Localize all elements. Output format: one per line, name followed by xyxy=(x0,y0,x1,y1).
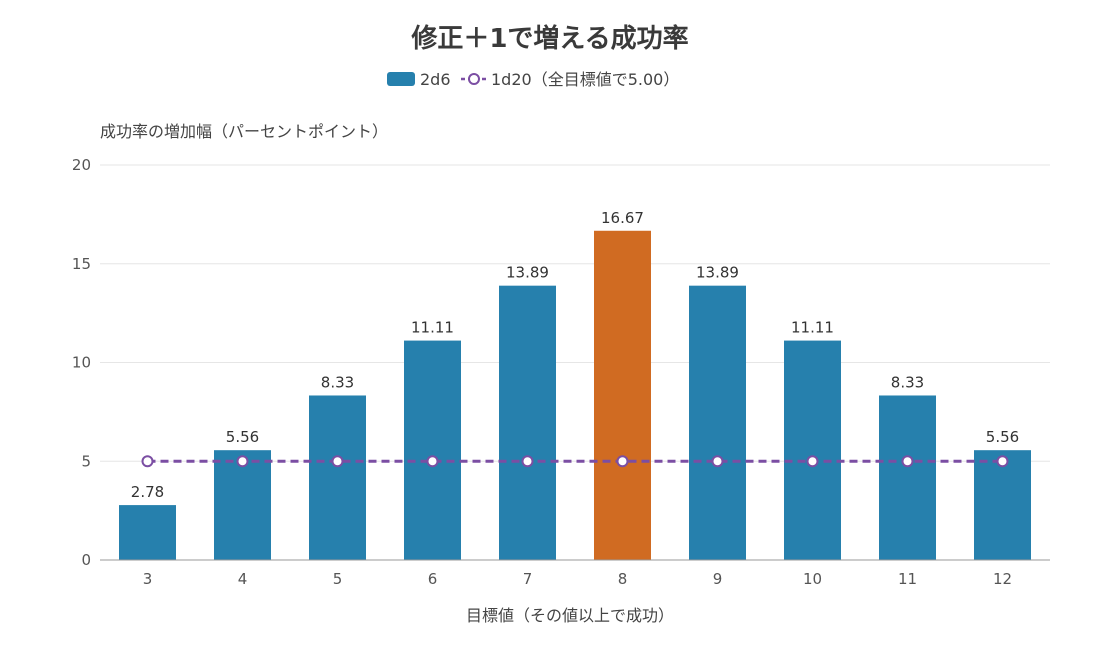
bar-9 xyxy=(689,285,746,560)
data-label-3: 2.78 xyxy=(131,483,164,501)
data-label-8: 16.67 xyxy=(601,209,644,227)
legend-label-2d6: 2d6 xyxy=(420,70,451,89)
bars xyxy=(119,230,1031,560)
legend-swatch-2d6 xyxy=(387,72,415,86)
y-tick-label-15: 15 xyxy=(72,255,91,273)
data-label-11: 8.33 xyxy=(891,373,924,391)
y-tick-label-5: 5 xyxy=(81,452,91,470)
bar-10 xyxy=(784,340,841,560)
bar-11 xyxy=(879,395,936,560)
x-tick-label-8: 8 xyxy=(618,570,628,588)
bar-5 xyxy=(309,395,366,560)
point-1d20-7 xyxy=(521,455,534,468)
y-axis-title: 成功率の増加幅（パーセントポイント） xyxy=(100,122,388,141)
bar-12 xyxy=(974,450,1031,560)
bar-4 xyxy=(214,450,271,560)
x-tick-label-11: 11 xyxy=(898,570,917,588)
data-label-10: 11.11 xyxy=(791,319,834,337)
data-label-5: 8.33 xyxy=(321,373,354,391)
data-label-6: 11.11 xyxy=(411,319,454,337)
legend-marker-1d20 xyxy=(468,73,480,85)
legend: 2d6 1d20（全目標値で5.00） xyxy=(387,70,679,89)
x-tick-label-7: 7 xyxy=(523,570,533,588)
x-tick-label-3: 3 xyxy=(143,570,153,588)
x-tick-label-5: 5 xyxy=(333,570,343,588)
x-tick-label-6: 6 xyxy=(428,570,438,588)
bar-6 xyxy=(404,340,461,560)
x-axis-title: 目標値（その値以上で成功） xyxy=(466,606,674,625)
point-1d20-9 xyxy=(711,455,724,468)
point-1d20-3 xyxy=(141,455,154,468)
data-label-9: 13.89 xyxy=(696,264,739,282)
bar-7 xyxy=(499,285,556,560)
x-tick-label-9: 9 xyxy=(713,570,723,588)
point-1d20-8 xyxy=(616,455,629,468)
data-label-12: 5.56 xyxy=(986,428,1019,446)
point-1d20-10 xyxy=(806,455,819,468)
data-labels: 2.78 5.56 8.33 11.11 13.89 16.67 13.89 11.11 8.3… xyxy=(131,209,1019,501)
y-tick-label-10: 10 xyxy=(72,354,91,372)
data-label-4: 5.56 xyxy=(226,428,259,446)
x-tick-label-4: 4 xyxy=(238,570,248,588)
line-series-1d20 xyxy=(141,455,1009,468)
y-tick-label-0: 0 xyxy=(81,551,91,569)
legend-label-1d20: 1d20（全目標値で5.00） xyxy=(491,70,679,89)
data-label-7: 13.89 xyxy=(506,264,549,282)
point-1d20-4 xyxy=(236,455,249,468)
point-1d20-6 xyxy=(426,455,439,468)
y-tick-label-20: 20 xyxy=(72,156,91,174)
chart-title: 修正＋1で増える成功率 xyxy=(410,23,688,54)
point-1d20-12 xyxy=(996,455,1009,468)
x-tick-label-12: 12 xyxy=(993,570,1012,588)
x-tick-label-10: 10 xyxy=(803,570,822,588)
bar-3 xyxy=(119,505,176,560)
point-1d20-5 xyxy=(331,455,344,468)
x-axis-ticks: 3 4 5 6 7 8 9 10 11 12 xyxy=(143,570,1012,588)
point-1d20-11 xyxy=(901,455,914,468)
y-axis-ticks: 0 5 10 15 20 xyxy=(72,156,91,569)
bar-8 xyxy=(594,230,651,560)
